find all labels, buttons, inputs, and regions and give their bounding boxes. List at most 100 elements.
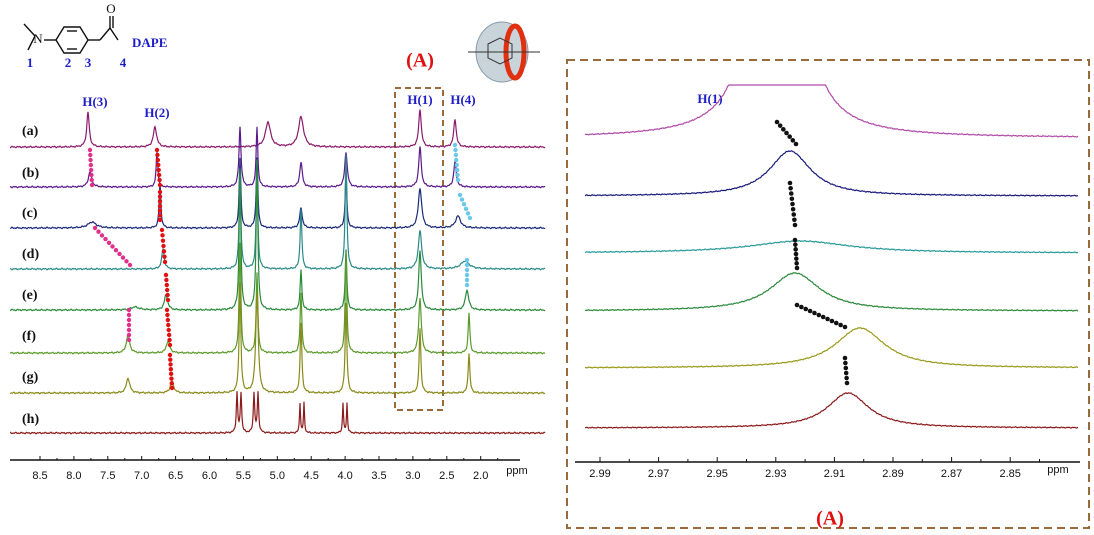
guide-dot — [843, 365, 849, 371]
guide-dot — [160, 238, 166, 243]
compound-name: DAPE — [132, 35, 167, 50]
guide-dot — [454, 167, 460, 173]
tick-label: 2.93 — [765, 468, 786, 480]
nitrogen: N — [33, 31, 43, 46]
guide-dot — [154, 147, 160, 153]
guide-dot — [157, 189, 163, 195]
guide-dot — [792, 237, 798, 243]
guide-dot — [784, 130, 789, 136]
guide-dot — [157, 217, 163, 223]
guide-dot — [455, 172, 460, 178]
guide-dot — [155, 157, 161, 163]
guide-dot — [126, 322, 132, 328]
tick-label: 4.5 — [304, 470, 319, 482]
guide-dot — [788, 191, 794, 196]
guide-dot — [464, 257, 470, 263]
guide-dot — [453, 152, 459, 158]
guide-dot — [127, 262, 133, 268]
spectrum — [10, 391, 546, 435]
guide-dot — [162, 259, 168, 265]
tick-label: 8.0 — [66, 470, 81, 482]
guide-dot — [789, 196, 795, 202]
guide-dot — [162, 254, 167, 259]
spectrum-label: (e) — [22, 288, 38, 303]
peak-label: H(1) — [407, 92, 432, 107]
peak-label: H(2) — [144, 105, 169, 120]
guide-dot — [799, 304, 804, 310]
tick-label: 2.5 — [439, 470, 454, 482]
atom-label: 3 — [85, 55, 92, 70]
guide-dot — [88, 157, 93, 163]
guide-dot — [807, 308, 813, 314]
axis-unit: ppm — [506, 465, 527, 477]
guide-dot — [126, 312, 132, 318]
guide-dot — [842, 355, 848, 361]
guide-dot — [812, 310, 817, 316]
guide-dot — [167, 337, 172, 343]
guide-dot — [160, 233, 165, 238]
guide-dot — [844, 375, 849, 381]
guide-dot — [838, 322, 843, 328]
tick-label: 2.89 — [882, 468, 903, 480]
guide-dot — [157, 177, 162, 183]
guide-dot — [156, 172, 162, 178]
guide-dot — [842, 324, 848, 330]
guide-dot — [96, 229, 101, 234]
tick-label: 7.0 — [134, 470, 149, 482]
spectrum-label: (c) — [22, 206, 38, 221]
atom-label: 4 — [120, 55, 127, 70]
guide-dot — [157, 194, 163, 199]
guide-dot — [464, 267, 470, 273]
guide-dot — [167, 342, 173, 348]
spectrum — [9, 159, 546, 312]
guide-dot — [791, 212, 797, 217]
guide-dot — [794, 261, 799, 266]
tick-label: 3.0 — [405, 470, 420, 482]
guide-dot — [87, 147, 93, 153]
guide-dot — [169, 376, 174, 381]
tick-label: 6.0 — [202, 470, 217, 482]
spectrum-label: (f) — [22, 329, 36, 344]
peak-label: H(4) — [450, 92, 475, 107]
guide-dot — [788, 185, 793, 191]
guide-dot — [156, 162, 161, 168]
guide-dot — [464, 262, 470, 268]
guide-dot — [117, 251, 122, 257]
guide-dot — [465, 211, 471, 216]
guide-dot — [833, 320, 839, 326]
spectrum-label: (b) — [22, 166, 39, 181]
guide-dot — [829, 318, 835, 324]
guide-dot — [461, 202, 467, 207]
guide-dot — [157, 203, 163, 209]
guide-dot — [103, 236, 108, 242]
guide-dot — [168, 362, 173, 367]
guide-dot — [787, 134, 792, 139]
guide-dot — [126, 307, 132, 313]
guide-dot — [463, 206, 469, 211]
guide-dot — [157, 213, 163, 218]
spectrum — [584, 239, 1079, 254]
guide-dot — [110, 244, 115, 249]
guide-dot — [126, 337, 132, 343]
spectrum — [10, 109, 546, 149]
guide-dot — [166, 332, 172, 338]
spectrum — [9, 154, 546, 271]
guide-dot — [820, 314, 826, 320]
guide-dot — [161, 249, 167, 254]
guide-dot — [88, 167, 94, 173]
guide-dot — [790, 201, 795, 207]
guide-dot — [793, 242, 798, 247]
guide-dot — [165, 317, 171, 323]
peak-label: H(3) — [82, 94, 107, 109]
guide-dot — [165, 312, 170, 318]
guide-dot — [777, 123, 783, 128]
guide-dot — [455, 177, 461, 183]
structure — [23, 16, 119, 54]
guide-dot — [843, 360, 848, 366]
guide-dot — [166, 327, 171, 333]
guide-dot — [454, 157, 459, 163]
spectrum — [584, 84, 1079, 138]
guide-dot — [464, 277, 470, 283]
guide-dot — [155, 152, 160, 158]
guide-dot — [790, 138, 796, 143]
